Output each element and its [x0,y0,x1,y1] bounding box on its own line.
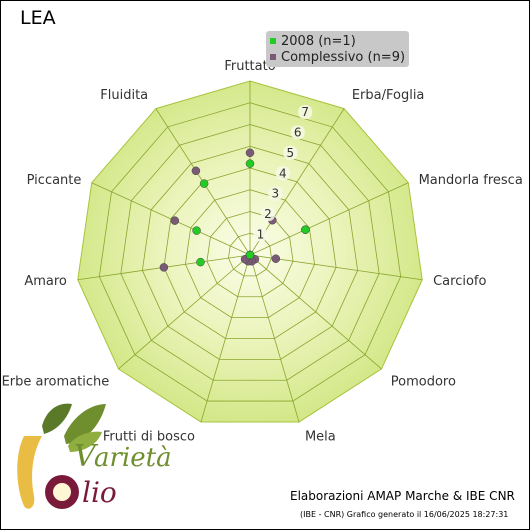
grid-spoke-2 [249,182,409,256]
tick-label-7: 7 [301,105,309,119]
legend-swatch-2008 [270,37,276,44]
category-label-3: Carciofo [433,274,486,289]
point-complessivo-9 [170,216,180,225]
radar-series [159,148,310,272]
category-label-2: Mandorla fresca [419,173,523,188]
grid-ring-6 [120,124,380,381]
chart-title: LEA [20,7,56,29]
grid-spoke-6 [200,254,251,423]
varieta-olio-logo: V arietà lio [17,403,172,509]
tick-label-6: 6 [294,125,302,139]
point-2008-2 [301,225,310,234]
grid-spoke-4 [249,254,382,370]
legend-swatch-complessivo [270,53,276,60]
tick-label-1: 1 [257,228,265,242]
category-label-5: Mela [305,430,336,445]
category-label-0: Fruttato [224,59,275,74]
tick-badge-3 [268,186,283,201]
point-2008-8 [196,257,205,267]
grid-ring-3 [185,189,315,319]
grid-ring-1 [228,232,272,277]
point-2008-7 [245,250,255,260]
category-label-8: Amaro [24,274,67,289]
tick-badge-1 [253,227,268,242]
category-label-6: Frutti di bosco [103,430,195,445]
category-label-4: Pomodoro [391,375,456,390]
radar-labels: 1 23 4 56 7 Fruttato Erba/Foglia Mandorla fresc… [2,59,523,445]
tick-badge-5 [283,145,298,160]
grid-spoke-5 [249,254,300,423]
grid-spoke-9 [91,182,251,256]
legend-label-complessivo: Complessivo (n=9) [281,50,406,65]
point-complessivo-8 [159,263,169,272]
grid-ring-5 [141,145,359,360]
svg-text:V: V [74,439,99,474]
legend-item-complessivo: Complessivo (n=9) [270,50,405,65]
tick-label-3: 3 [272,187,280,201]
tick-badge-2 [260,207,275,222]
point-2008-0 [245,159,255,168]
tick-badge-7 [298,104,313,119]
point-complessivo-10 [191,166,201,176]
legend-item-2008: 2008 (n=1) [270,34,356,49]
grid-ring-7 [98,102,402,402]
category-label-7: Erbe aromatiche [2,375,110,390]
tick-label-2: 2 [264,207,272,221]
grid-spoke-7 [118,254,251,370]
category-label-10: Fluidita [100,88,148,103]
point-2008-10 [199,179,209,188]
category-label-9: Piccante [27,173,82,188]
footer-generated: (IBE - CNR) Grafico generato il 16/06/20… [300,510,509,519]
tick-label-4: 4 [279,166,287,180]
logo-word-olio: lio [82,476,117,509]
footer-credit: Elaborazioni AMAP Marche & IBE CNR [290,489,515,503]
legend: 2008 (n=1) Complessivo (n=9) [266,31,409,67]
tick-label-5: 5 [286,146,294,160]
grid-ring-4 [163,167,337,339]
category-label-1: Erba/Foglia [352,88,425,103]
logo-word-varieta: arietà [94,443,172,473]
tick-badge-6 [290,125,305,140]
point-2008-9 [192,226,201,235]
grid-ring-2 [206,211,294,298]
legend-label-2008: 2008 (n=1) [281,34,356,49]
point-complessivo-3 [271,254,281,263]
point-complessivo-0 [245,148,255,158]
tick-badge-4 [275,166,290,181]
